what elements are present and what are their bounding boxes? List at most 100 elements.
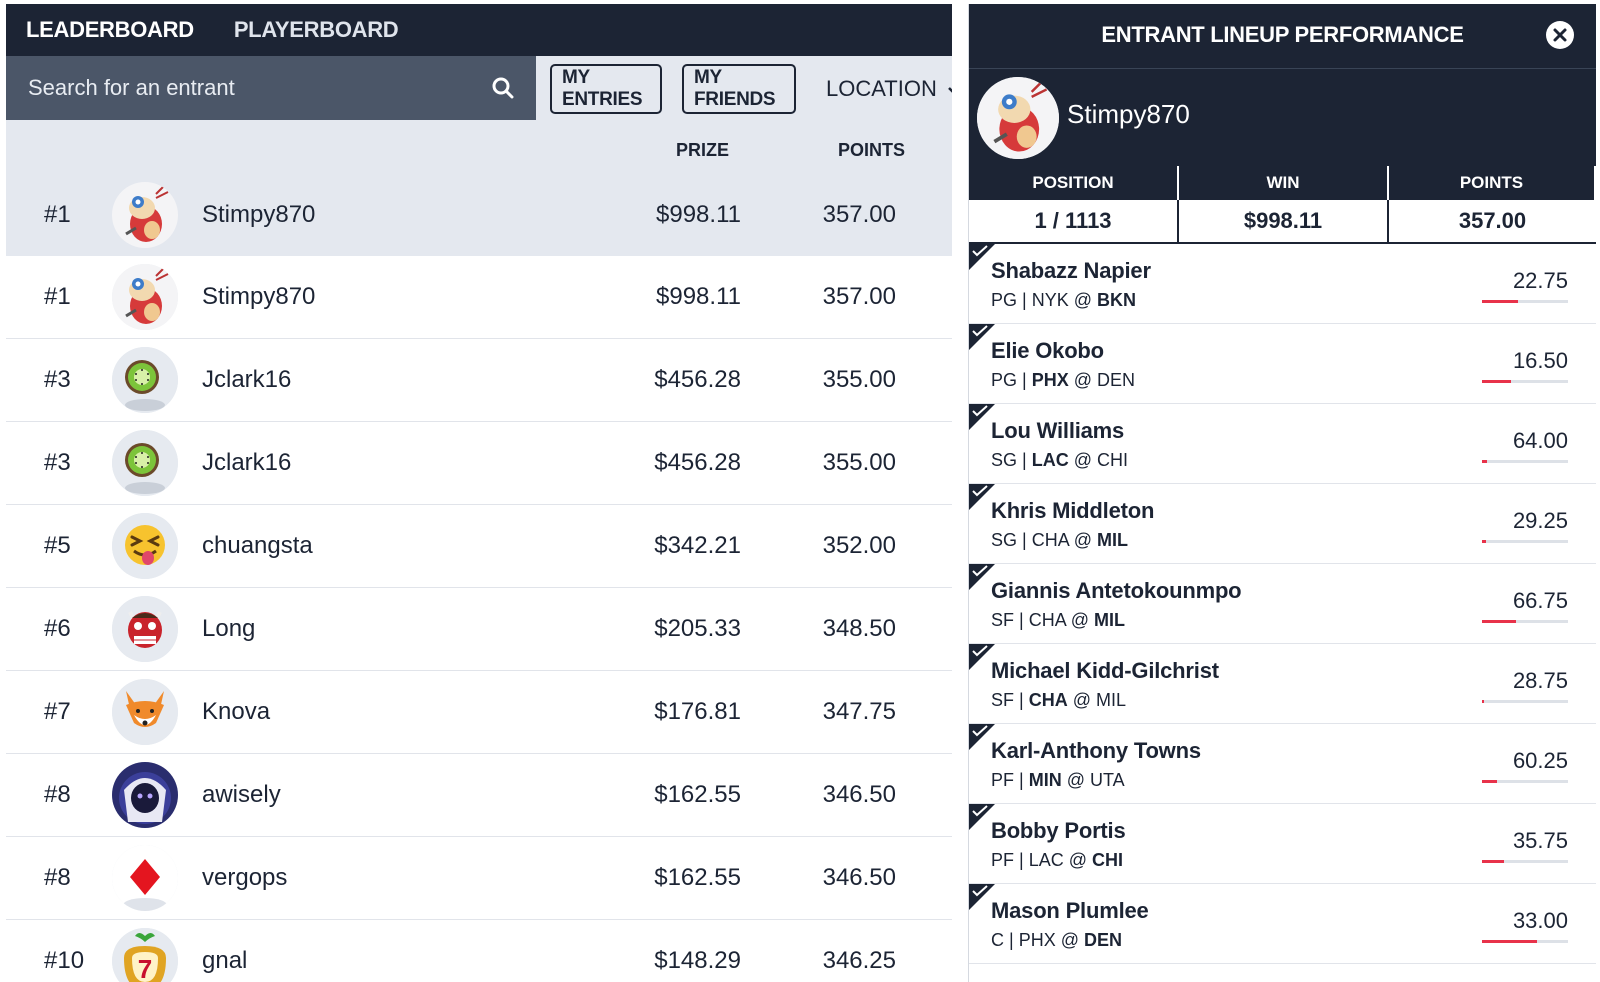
player-row[interactable]: Shabazz Napier PG | NYK @ BKN 22.75	[969, 244, 1596, 324]
svg-text:7: 7	[138, 954, 152, 982]
leaderboard-row[interactable]: #8 vergops $162.55 346.50	[6, 837, 952, 920]
row-username: Stimpy870	[202, 201, 316, 228]
leaderboard-row[interactable]: #1 Stimpy870 $998.11 357.00	[6, 174, 952, 256]
leaderboard-row[interactable]: #10 7 gnal $148.29 346.25	[6, 920, 952, 982]
lineup-username: Stimpy870	[1067, 99, 1190, 129]
row-rank: #8	[44, 864, 71, 891]
close-icon[interactable]	[1546, 21, 1574, 49]
check-icon	[972, 565, 988, 577]
player-points: 60.25	[1512, 748, 1568, 773]
leaderboard-row[interactable]: #3 Jclark16 $456.28 355.00	[6, 422, 952, 505]
leaderboard-row[interactable]: #3 Jclark16 $456.28 355.00	[6, 339, 952, 422]
position-header: POSITION	[969, 166, 1179, 200]
lineup-title: ENTRANT LINEUP PERFORMANCE	[1101, 22, 1464, 47]
row-points: 346.50	[822, 864, 896, 891]
tab-playerboard[interactable]: PLAYERBOARD	[233, 17, 399, 42]
points-header[interactable]: POINTS	[838, 140, 906, 160]
selected-corner	[969, 244, 995, 270]
row-username: Stimpy870	[202, 283, 316, 310]
player-row[interactable]: Giannis Antetokounmpo SF | CHA @ MIL 66.75	[969, 564, 1596, 644]
check-icon	[972, 805, 988, 817]
progress-fill	[1482, 700, 1484, 703]
progress-fill	[1482, 940, 1538, 943]
check-icon	[972, 725, 988, 737]
leaderboard-row[interactable]: #5 chuangsta $342.21 352.00	[6, 505, 952, 588]
prize-header[interactable]: PRIZE	[676, 140, 730, 160]
row-rank: #1	[44, 201, 71, 228]
leaderboard-row[interactable]: #1 Stimpy870 $998.11 357.00	[6, 256, 952, 339]
selected-corner	[969, 804, 995, 830]
check-icon	[972, 645, 988, 657]
selected-corner	[969, 724, 995, 750]
away-team: PHX	[1031, 370, 1069, 390]
selected-corner	[969, 884, 995, 910]
search-icon[interactable]	[490, 75, 516, 101]
progress-bar	[1482, 540, 1568, 543]
check-icon	[972, 245, 988, 257]
player-points: 33.00	[1512, 908, 1568, 933]
player-row[interactable]: Lou Williams SG | LAC @ CHI 64.00	[969, 404, 1596, 484]
row-username: Long	[202, 615, 256, 642]
my-friends-button[interactable]: MY FRIENDS	[682, 64, 796, 114]
leaderboard-row[interactable]: #8 awisely $162.55 346.50	[6, 754, 952, 837]
player-name: Bobby Portis	[991, 818, 1126, 843]
tab-leaderboard[interactable]: LEADERBOARD	[26, 17, 194, 42]
hooded-character-avatar	[112, 762, 178, 828]
row-username: vergops	[202, 864, 288, 891]
progress-fill	[1482, 380, 1512, 383]
leaderboard-row[interactable]: #7 Knova $176.81 347.75	[6, 671, 952, 754]
tongue-emoji-avatar	[112, 513, 178, 579]
away-team: PHX	[1018, 930, 1056, 950]
leaderboard-list: #1 Stimpy870 $998.11 357.00 #1 Stimpy870 $998.…	[6, 174, 952, 982]
player-row[interactable]: Karl-Anthony Towns PF | MIN @ UTA 60.25	[969, 724, 1596, 804]
row-prize: $456.28	[654, 366, 741, 393]
search-input[interactable]	[28, 75, 490, 101]
player-points: 28.75	[1512, 668, 1568, 693]
home-team: MIL	[1094, 610, 1125, 630]
player-name: Shabazz Napier	[991, 258, 1151, 283]
points-value: 357.00	[1389, 200, 1596, 244]
player-row[interactable]: Elie Okobo PG | PHX @ DEN 16.50	[969, 324, 1596, 404]
player-info: SF | CHA @ MIL	[991, 610, 1125, 630]
home-team: MIL	[1095, 690, 1126, 710]
check-icon	[972, 325, 988, 337]
player-info: PF | LAC @ CHI	[991, 850, 1123, 870]
progress-bar	[1482, 860, 1568, 863]
player-position: PG	[991, 290, 1018, 310]
ogre-mask-avatar	[112, 596, 178, 662]
player-row[interactable]: Bobby Portis PF | LAC @ CHI 35.75	[969, 804, 1596, 884]
player-row[interactable]: Khris Middleton SG | CHA @ MIL 29.25	[969, 484, 1596, 564]
kiwi-avatar	[112, 347, 178, 413]
player-position: PF	[991, 850, 1015, 870]
player-info: SF | CHA @ MIL	[991, 690, 1126, 710]
home-team: CHI	[1096, 450, 1128, 470]
leaderboard-row[interactable]: #6 Long $205.33 348.50	[6, 588, 952, 671]
win-value: $998.11	[1179, 200, 1389, 244]
progress-fill	[1482, 460, 1488, 463]
row-username: awisely	[202, 781, 281, 808]
player-info: SG | LAC @ CHI	[991, 450, 1128, 470]
location-dropdown[interactable]: LOCATION	[826, 64, 952, 114]
away-team: LAC	[1028, 850, 1064, 870]
player-name: Khris Middleton	[991, 498, 1155, 523]
location-label: LOCATION	[826, 76, 937, 101]
home-team: UTA	[1089, 770, 1125, 790]
home-team: DEN	[1083, 930, 1122, 950]
row-username: chuangsta	[202, 532, 313, 559]
away-team: LAC	[1031, 450, 1069, 470]
selected-corner	[969, 324, 995, 350]
home-team: DEN	[1097, 370, 1136, 390]
cartoon-cat-avatar	[112, 182, 178, 248]
row-rank: #10	[44, 947, 85, 974]
player-info: SG | CHA @ MIL	[991, 530, 1128, 550]
player-name: Elie Okobo	[991, 338, 1104, 363]
selected-corner	[969, 404, 995, 430]
player-row[interactable]: Michael Kidd-Gilchrist SF | CHA @ MIL 28.7…	[969, 644, 1596, 724]
player-position: SF	[991, 610, 1015, 630]
row-points: 348.50	[822, 615, 896, 642]
progress-fill	[1482, 780, 1497, 783]
my-entries-button[interactable]: MY ENTRIES	[550, 64, 662, 114]
row-points: 355.00	[822, 366, 896, 393]
player-row[interactable]: Mason Plumlee C | PHX @ DEN 33.00	[969, 884, 1596, 964]
row-prize: $176.81	[654, 698, 741, 725]
